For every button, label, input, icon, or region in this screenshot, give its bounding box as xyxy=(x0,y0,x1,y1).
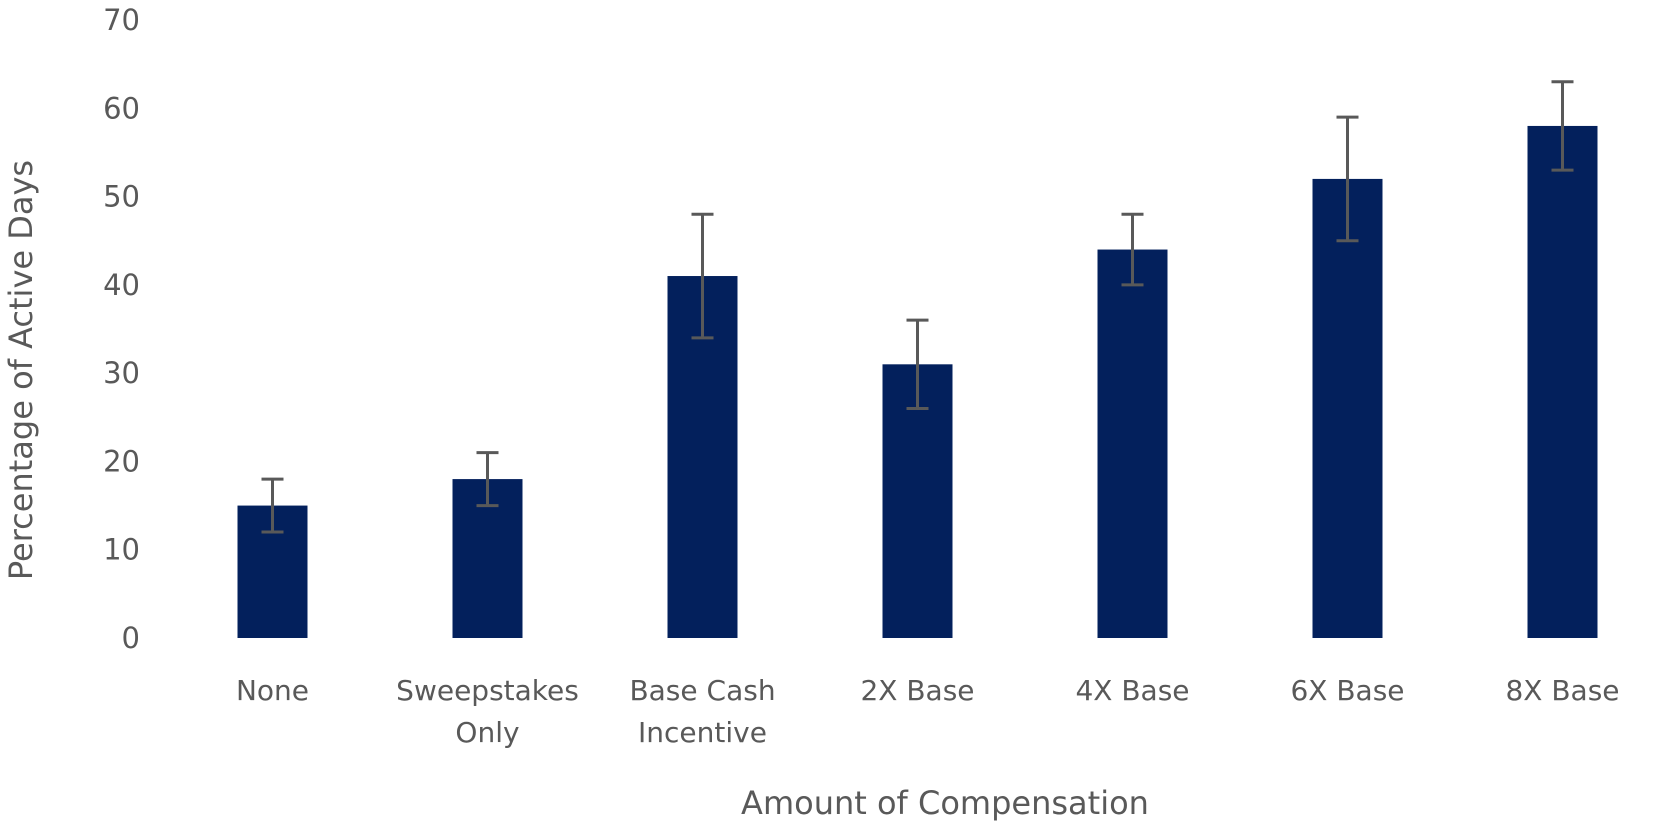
bar xyxy=(1527,125,1598,638)
y-tick-label: 10 xyxy=(103,533,140,567)
error-bar xyxy=(1551,80,1574,172)
x-tick-label: Base Cash Incentive xyxy=(629,674,775,749)
y-axis-ticks: 0 10 20 30 40 50 60 70 xyxy=(103,3,140,655)
error-bar xyxy=(691,212,714,340)
bar xyxy=(1312,178,1383,638)
x-axis-title: Amount of Compensation xyxy=(741,784,1149,822)
y-tick-label: 60 xyxy=(103,91,140,125)
error-bar xyxy=(476,451,499,508)
x-tick-label: 4X Base xyxy=(1075,674,1189,707)
x-tick-label: Sweepstakes Only xyxy=(396,674,579,749)
y-tick-label: 20 xyxy=(103,444,140,478)
x-axis-category-labels: None Sweepstakes Only Base Cash Incentive 2X … xyxy=(236,674,1620,749)
error-bar xyxy=(906,318,929,410)
y-axis-title: Percentage of Active Days xyxy=(2,160,40,580)
error-bar xyxy=(261,477,284,534)
error-bar xyxy=(1121,212,1144,287)
y-tick-label: 0 xyxy=(122,621,140,655)
x-tick-label: 8X Base xyxy=(1505,674,1619,707)
y-tick-label: 70 xyxy=(103,3,140,37)
x-tick-label: 2X Base xyxy=(860,674,974,707)
x-tick-label: 6X Base xyxy=(1290,674,1404,707)
y-tick-label: 40 xyxy=(103,268,140,302)
error-bar xyxy=(1336,115,1359,243)
y-tick-label: 30 xyxy=(103,356,140,390)
x-tick-label: None xyxy=(236,674,309,707)
y-tick-label: 50 xyxy=(103,180,140,214)
error-bars xyxy=(261,80,1574,534)
bar xyxy=(1097,249,1168,639)
